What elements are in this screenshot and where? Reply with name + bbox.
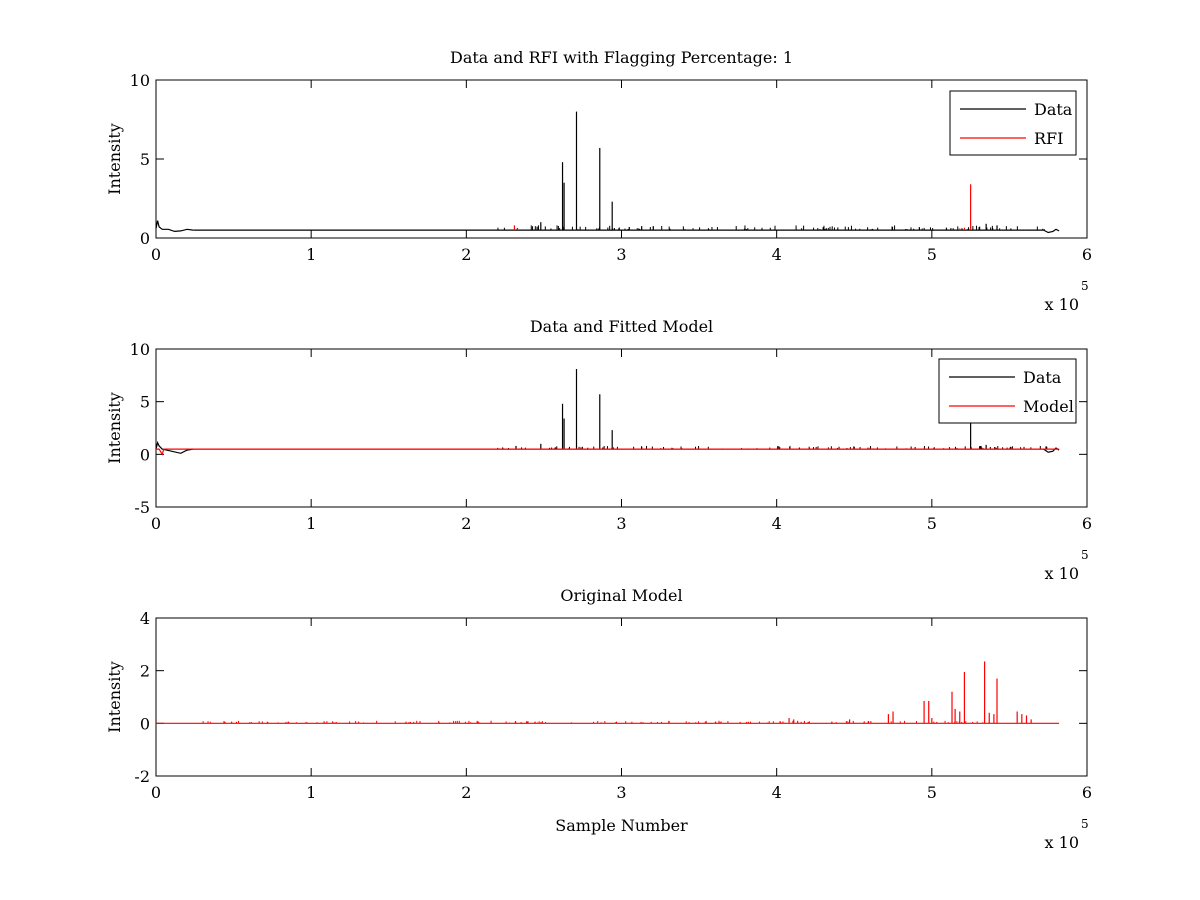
axes-box [155, 617, 1088, 777]
y-axis-label: Intensity [105, 123, 124, 195]
y-tick-label: 4 [140, 609, 150, 628]
legend-label: RFI [1034, 129, 1063, 148]
x-multiplier-exponent: 5 [1081, 817, 1089, 831]
legend-box [938, 358, 1077, 424]
y-tick-label: 2 [140, 662, 150, 681]
x-tick-label: 2 [461, 783, 471, 802]
series-data [155, 369, 1060, 454]
x-tick-label: 5 [927, 245, 937, 264]
x-tick-label: 4 [772, 245, 782, 264]
y-tick-label: 0 [140, 229, 150, 248]
legend-label: Model [1023, 397, 1074, 416]
y-tick-label: 0 [140, 445, 150, 464]
x-multiplier: x 10 [1045, 564, 1079, 583]
series-rfi [513, 184, 1026, 231]
x-tick-label: 6 [1082, 514, 1092, 533]
x-tick-label: 0 [151, 783, 161, 802]
legend: Data Model [938, 358, 1077, 424]
y-axis-label: Intensity [105, 392, 124, 464]
plot-title: Original Model [560, 586, 682, 605]
series-line [155, 220, 194, 233]
y-tick-label: -5 [134, 498, 150, 517]
plot-title: Data and Fitted Model [530, 317, 713, 336]
x-tick-label: 4 [772, 783, 782, 802]
y-axis-label: Intensity [105, 661, 124, 733]
legend-label: Data [1023, 368, 1062, 387]
x-tick-label: 3 [616, 514, 626, 533]
y-tick-label: 0 [140, 714, 150, 733]
x-multiplier: x 10 [1045, 295, 1079, 314]
x-tick-label: 3 [616, 783, 626, 802]
y-tick-label: 5 [140, 393, 150, 412]
y-tick-label: 5 [140, 150, 150, 169]
series-model [156, 661, 1060, 724]
x-tick-label: 6 [1082, 783, 1092, 802]
x-tick-label: 0 [151, 245, 161, 264]
x-multiplier-exponent: 5 [1081, 548, 1089, 562]
y-tick-label: -2 [134, 767, 150, 786]
y-tick-label: 10 [130, 340, 150, 359]
x-tick-label: 3 [616, 245, 626, 264]
x-tick-label: 1 [306, 514, 316, 533]
legend-box [949, 90, 1077, 156]
x-tick-label: 0 [151, 514, 161, 533]
series-line [156, 448, 1060, 456]
x-tick-label: 1 [306, 245, 316, 264]
x-multiplier: x 10 [1045, 833, 1079, 852]
axes-box [155, 79, 1088, 239]
series-line-tail [1043, 228, 1060, 234]
plot-title: Data and RFI with Flagging Percentage: 1 [450, 48, 793, 67]
series-model [156, 448, 1060, 456]
legend-label: Data [1034, 100, 1073, 119]
subplot-1: Data and RFI with Flagging Percentage: 1… [105, 48, 1092, 314]
x-tick-label: 5 [927, 783, 937, 802]
x-tick-label: 4 [772, 514, 782, 533]
x-tick-label: 2 [461, 245, 471, 264]
series-line [155, 440, 194, 454]
series-data [155, 111, 1060, 234]
x-tick-label: 5 [927, 514, 937, 533]
y-tick-label: 10 [130, 71, 150, 90]
x-tick-label: 2 [461, 514, 471, 533]
x-tick-label: 1 [306, 783, 316, 802]
x-tick-label: 6 [1082, 245, 1092, 264]
x-axis-label: Sample Number [555, 816, 688, 835]
legend: Data RFI [949, 90, 1077, 156]
x-multiplier-exponent: 5 [1081, 279, 1089, 293]
